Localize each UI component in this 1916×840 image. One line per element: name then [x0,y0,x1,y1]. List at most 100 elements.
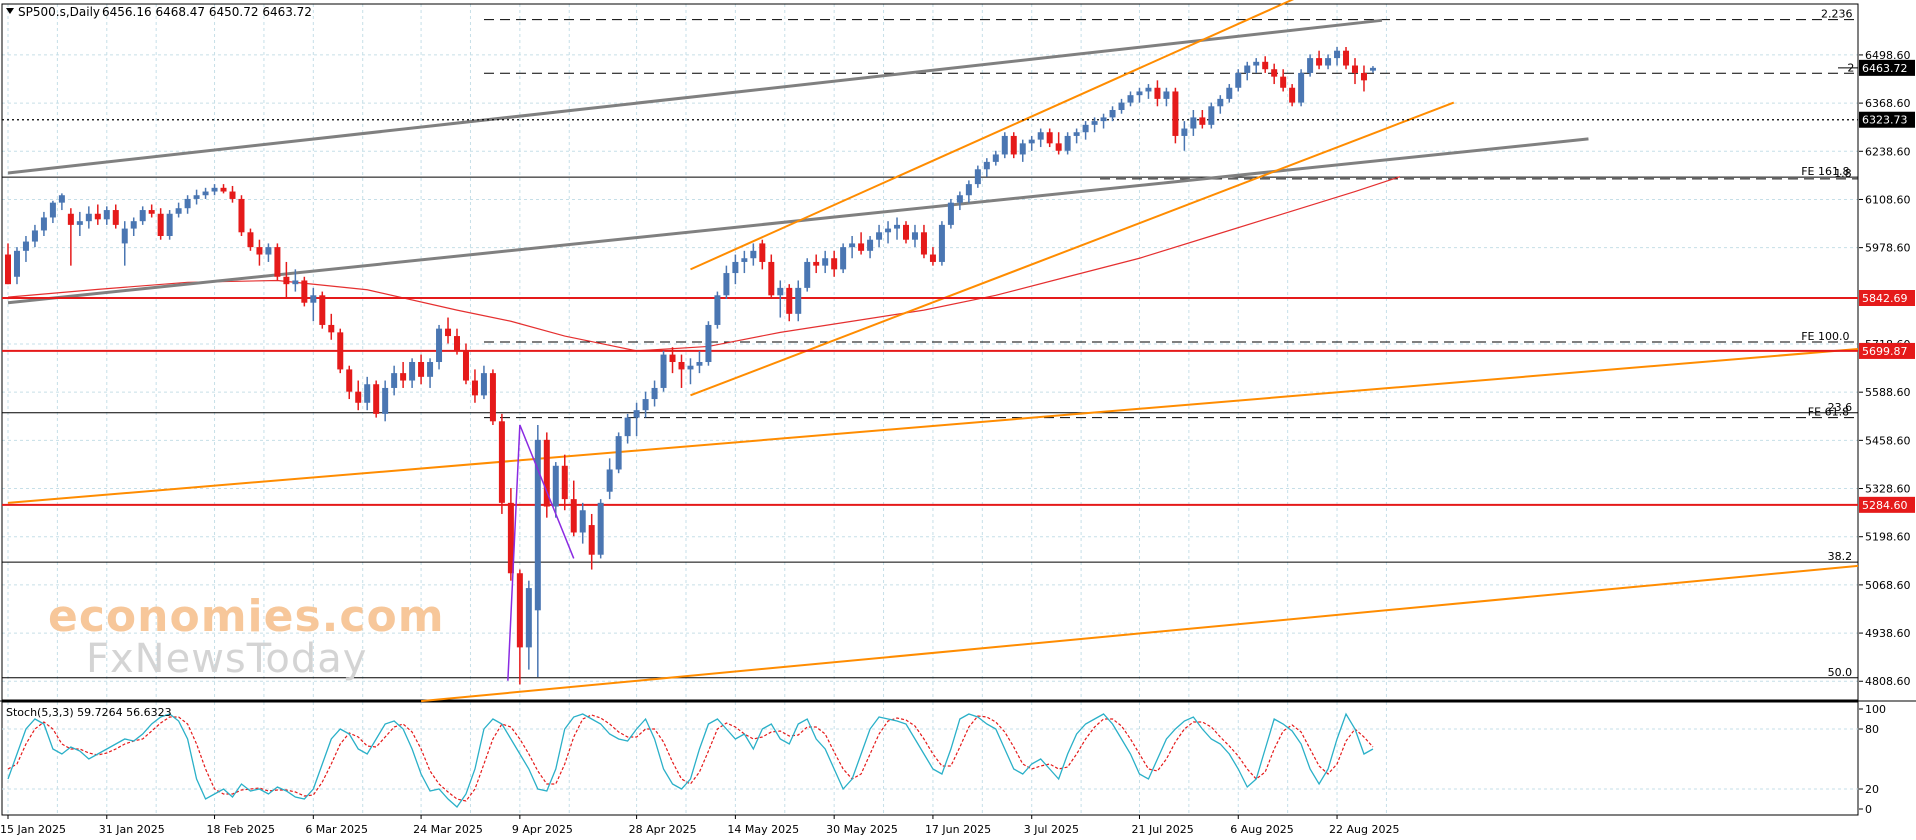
candle[interactable] [543,432,550,518]
candle[interactable] [31,224,38,248]
candle[interactable] [1253,58,1260,73]
candle[interactable] [920,224,927,259]
candle[interactable] [597,499,604,559]
candle[interactable] [274,243,281,281]
candle[interactable] [1001,132,1008,159]
candle[interactable] [660,350,667,392]
candle[interactable] [516,569,523,685]
candle[interactable] [741,250,748,274]
candle[interactable] [400,362,407,388]
candle[interactable] [1316,50,1323,70]
candle[interactable] [364,376,371,411]
candle[interactable] [40,211,47,236]
candle[interactable] [768,254,775,300]
candle[interactable] [1091,117,1098,133]
candle[interactable] [1163,87,1170,107]
candle[interactable] [1307,54,1314,77]
candle[interactable] [938,221,945,266]
candle[interactable] [750,243,757,266]
candle[interactable] [1190,109,1197,136]
candle[interactable] [130,217,137,236]
candle[interactable] [588,513,595,570]
candle[interactable] [705,321,712,366]
candle[interactable] [903,221,909,244]
candle[interactable] [849,236,856,259]
candle[interactable] [876,224,883,248]
candle[interactable] [1325,54,1332,70]
candle[interactable] [22,236,29,262]
candle[interactable] [570,480,577,537]
candle[interactable] [687,358,694,385]
candle[interactable] [283,261,290,300]
candle[interactable] [1136,87,1143,103]
candle[interactable] [759,239,766,270]
candle[interactable] [947,198,954,229]
candle[interactable] [310,287,317,322]
candle[interactable] [1369,66,1376,73]
candle[interactable] [193,189,200,205]
candle[interactable] [427,358,434,388]
candle[interactable] [1073,128,1080,144]
candle[interactable] [498,413,505,514]
candle[interactable] [1118,98,1125,114]
candle[interactable] [1199,109,1206,129]
dropdown-arrow-icon[interactable] [6,8,14,14]
candle[interactable] [651,380,658,407]
candle[interactable] [157,208,164,240]
candle[interactable] [642,391,649,418]
candle[interactable] [633,402,640,437]
candle[interactable] [148,204,155,218]
candle[interactable] [1019,139,1026,162]
candle[interactable] [202,187,209,199]
candle[interactable] [1262,56,1269,73]
candle[interactable] [184,195,191,214]
candle[interactable] [1271,63,1278,85]
candle[interactable] [552,462,559,518]
candle[interactable] [211,184,218,196]
candle[interactable] [696,350,703,374]
candle[interactable] [894,217,901,240]
candle[interactable] [85,206,92,229]
candle[interactable] [1100,113,1107,129]
candle[interactable] [804,258,811,292]
candle[interactable] [885,221,892,244]
candle[interactable] [355,380,362,411]
candle[interactable] [346,365,353,400]
candle[interactable] [1145,84,1152,99]
candle[interactable] [561,454,568,511]
candle[interactable] [1037,128,1044,148]
candle[interactable] [238,195,245,236]
candle[interactable] [319,291,326,329]
candle[interactable] [965,180,972,203]
candle[interactable] [840,243,847,274]
candle[interactable] [795,280,802,322]
candle[interactable] [867,236,874,259]
candle[interactable] [813,254,820,274]
candle[interactable] [292,269,299,292]
candle[interactable] [1010,132,1017,159]
candle[interactable] [983,158,990,177]
candle[interactable] [337,328,344,374]
candle[interactable] [1334,46,1341,66]
candle[interactable] [822,250,829,274]
candle[interactable] [409,358,416,388]
candle[interactable] [678,354,685,388]
candle[interactable] [606,458,613,500]
candle[interactable] [1343,46,1350,70]
candle[interactable] [373,380,380,418]
candle[interactable] [1064,132,1071,155]
candle[interactable] [247,228,254,251]
candle[interactable] [454,328,460,355]
candle[interactable] [13,247,20,285]
candle[interactable] [929,247,936,266]
candle[interactable] [777,280,784,318]
candle[interactable] [328,313,335,340]
candle[interactable] [1028,135,1035,151]
candle[interactable] [471,369,478,403]
candle[interactable] [1109,106,1116,122]
candle[interactable] [94,204,101,225]
candle[interactable] [723,265,730,300]
candle[interactable] [732,254,739,285]
candle[interactable] [1280,69,1287,92]
